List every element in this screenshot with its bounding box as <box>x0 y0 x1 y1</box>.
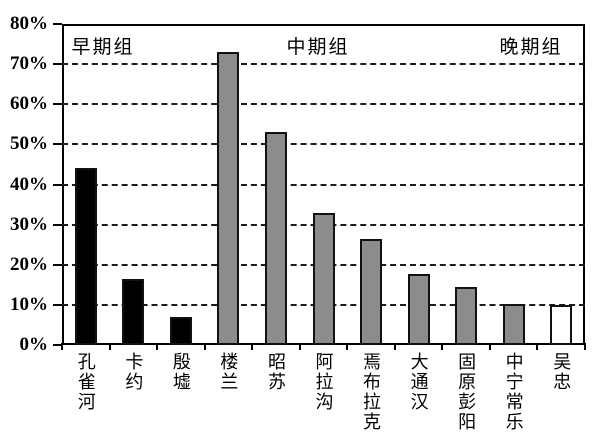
y-axis-tick-label: 30% <box>10 213 48 235</box>
chart-bar <box>122 279 144 345</box>
chart-bar <box>455 287 477 345</box>
gridline-70pct <box>62 63 585 66</box>
chart-bar <box>408 274 430 345</box>
y-axis-tick-label: 0% <box>19 334 49 355</box>
chart-bar <box>170 317 192 345</box>
x-axis-tick-mark <box>488 343 491 350</box>
chart-bar <box>550 305 572 345</box>
chart-bar <box>503 304 525 345</box>
group-label-middle: 中期组 <box>286 37 350 58</box>
gridline-50pct <box>62 143 585 146</box>
y-axis-tick-label: 40% <box>10 173 48 195</box>
y-axis-tick-mark <box>53 63 62 66</box>
chart-bar <box>265 132 287 345</box>
x-axis-label: 焉布拉克 <box>361 352 382 432</box>
x-axis-tick-mark <box>61 343 63 350</box>
x-axis-label: 中宁常乐 <box>503 352 524 432</box>
x-axis-tick-mark <box>441 343 444 350</box>
x-axis-label: 卡约 <box>123 352 144 392</box>
x-axis-label: 吴忠 <box>551 352 572 392</box>
group-label-late: 晚期组 <box>499 37 563 58</box>
x-axis-label: 大通汉 <box>408 352 429 412</box>
y-axis-tick-label: 10% <box>10 293 48 315</box>
x-axis-tick-mark <box>298 343 301 350</box>
x-axis-label: 孔雀河 <box>75 352 96 412</box>
x-axis-label: 阿拉沟 <box>313 352 334 412</box>
x-axis-tick-mark <box>393 343 396 350</box>
x-axis-tick-mark <box>108 343 111 350</box>
x-axis-label: 昭苏 <box>265 352 286 392</box>
y-axis-tick-label: 60% <box>10 93 48 115</box>
chart-bar <box>217 52 239 345</box>
y-axis-tick-label: 70% <box>10 53 48 75</box>
x-axis-label: 殷墟 <box>170 352 191 392</box>
chart-bar <box>75 168 97 345</box>
x-axis-tick-mark <box>156 343 159 350</box>
chart-bar <box>313 213 335 345</box>
x-axis-label: 固原彭阳 <box>456 352 477 432</box>
y-axis-tick-mark <box>53 23 62 25</box>
x-axis-tick-mark <box>203 343 206 350</box>
y-axis-tick-mark <box>53 303 62 306</box>
y-axis-tick-mark <box>53 183 62 186</box>
group-label-early: 早期组 <box>71 37 135 58</box>
x-axis-tick-mark <box>346 343 349 350</box>
x-axis-label: 楼兰 <box>218 352 239 392</box>
y-axis-tick-label: 80% <box>10 13 48 34</box>
chart-bar <box>360 239 382 345</box>
y-axis-tick-mark <box>53 263 62 266</box>
x-axis-tick-mark <box>251 343 254 350</box>
y-axis-tick-mark <box>53 103 62 106</box>
gridline-60pct <box>62 103 585 106</box>
gridline-40pct <box>62 183 585 186</box>
x-axis-tick-mark <box>536 343 539 350</box>
y-axis-tick-label: 20% <box>10 253 48 275</box>
y-axis-tick-mark <box>53 344 62 346</box>
y-axis-tick-label: 50% <box>10 133 48 155</box>
y-axis-tick-mark <box>53 143 62 146</box>
x-axis-tick-mark <box>584 343 586 350</box>
y-axis-tick-mark <box>53 223 62 226</box>
